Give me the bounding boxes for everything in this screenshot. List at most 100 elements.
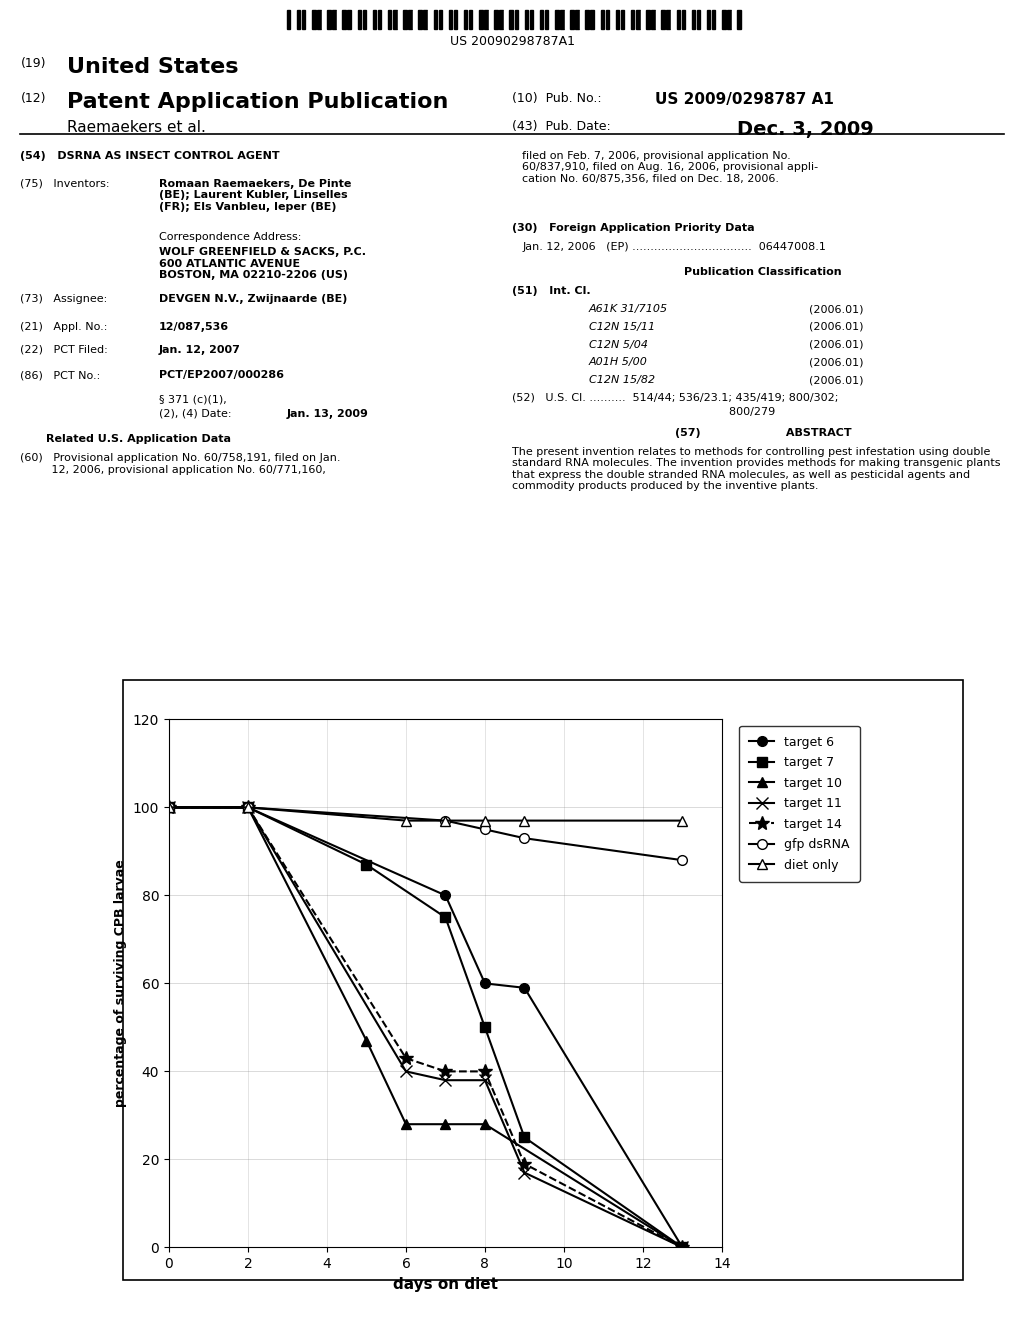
Bar xyxy=(656,9,659,29)
Text: The present invention relates to methods for controlling pest infestation using : The present invention relates to methods… xyxy=(512,446,1000,491)
Text: (12): (12) xyxy=(20,92,46,104)
Text: (60)   Provisional application No. 60/758,191, filed on Jan.
         12, 2006, : (60) Provisional application No. 60/758,… xyxy=(20,453,341,475)
Text: (73)   Assignee:: (73) Assignee: xyxy=(20,294,108,304)
Bar xyxy=(677,9,680,29)
Bar xyxy=(535,9,539,29)
Text: (54)   DSRNA AS INSECT CONTROL AGENT: (54) DSRNA AS INSECT CONTROL AGENT xyxy=(20,150,281,161)
Bar xyxy=(312,9,315,29)
Text: A01H 5/00: A01H 5/00 xyxy=(589,358,647,367)
Bar xyxy=(575,9,579,29)
Bar xyxy=(414,9,417,29)
Text: DEVGEN N.V., Zwijnaarde (BE): DEVGEN N.V., Zwijnaarde (BE) xyxy=(159,294,347,304)
Bar xyxy=(302,9,305,29)
Text: US 2009/0298787 A1: US 2009/0298787 A1 xyxy=(655,92,835,107)
Bar xyxy=(692,9,695,29)
Text: C12N 15/82: C12N 15/82 xyxy=(589,375,655,385)
Bar xyxy=(464,9,467,29)
Bar xyxy=(524,9,528,29)
Text: filed on Feb. 7, 2006, provisional application No.
60/837,910, filed on Aug. 16,: filed on Feb. 7, 2006, provisional appli… xyxy=(522,150,818,183)
Bar xyxy=(347,9,351,29)
Bar xyxy=(449,9,453,29)
Bar xyxy=(570,9,573,29)
Bar xyxy=(672,9,675,29)
Bar xyxy=(707,9,711,29)
Text: Patent Application Publication: Patent Application Publication xyxy=(67,92,447,112)
Bar xyxy=(626,9,630,29)
Text: § 371 (c)(1),: § 371 (c)(1), xyxy=(159,395,226,404)
Text: (2006.01): (2006.01) xyxy=(809,304,863,314)
Text: Publication Classification: Publication Classification xyxy=(684,268,842,277)
Text: Jan. 12, 2006   (EP) .................................  06447008.1: Jan. 12, 2006 (EP) .....................… xyxy=(522,242,826,252)
Bar xyxy=(641,9,644,29)
Bar xyxy=(342,9,346,29)
Bar xyxy=(317,9,321,29)
Bar xyxy=(423,9,427,29)
Text: (22)   PCT Filed:: (22) PCT Filed: xyxy=(20,345,109,355)
Bar xyxy=(727,9,731,29)
Bar xyxy=(591,9,594,29)
Bar xyxy=(682,9,685,29)
Text: (21)   Appl. No.:: (21) Appl. No.: xyxy=(20,322,108,331)
Text: (2006.01): (2006.01) xyxy=(809,339,863,350)
Text: (57)                      ABSTRACT: (57) ABSTRACT xyxy=(675,428,851,438)
Text: Correspondence Address:: Correspondence Address: xyxy=(159,232,301,242)
Text: Related U.S. Application Data: Related U.S. Application Data xyxy=(46,434,230,444)
Text: Dec. 3, 2009: Dec. 3, 2009 xyxy=(737,120,874,140)
Text: (2006.01): (2006.01) xyxy=(809,375,863,385)
Bar xyxy=(646,9,649,29)
Text: (2006.01): (2006.01) xyxy=(809,322,863,331)
Text: (86)   PCT No.:: (86) PCT No.: xyxy=(20,370,100,380)
Bar xyxy=(428,9,432,29)
Text: (52)   U.S. Cl. ..........  514/44; 536/23.1; 435/419; 800/302;: (52) U.S. Cl. .......... 514/44; 536/23.… xyxy=(512,393,839,403)
Text: (19): (19) xyxy=(20,57,46,70)
Bar xyxy=(352,9,356,29)
Bar xyxy=(362,9,367,29)
Text: US 20090298787A1: US 20090298787A1 xyxy=(450,34,574,48)
Bar xyxy=(469,9,472,29)
Bar xyxy=(505,9,508,29)
Bar xyxy=(287,9,290,29)
Bar xyxy=(581,9,584,29)
Text: (75)   Inventors:: (75) Inventors: xyxy=(20,178,110,189)
Bar xyxy=(636,9,640,29)
Bar xyxy=(621,9,625,29)
Bar xyxy=(560,9,563,29)
Bar xyxy=(433,9,437,29)
Bar xyxy=(383,9,386,29)
Bar xyxy=(438,9,442,29)
Text: 800/279: 800/279 xyxy=(512,407,775,417)
Bar xyxy=(586,9,589,29)
Bar xyxy=(701,9,706,29)
Bar xyxy=(297,9,300,29)
Text: Jan. 12, 2007: Jan. 12, 2007 xyxy=(159,345,241,355)
Bar xyxy=(307,9,310,29)
Bar xyxy=(489,9,493,29)
Bar xyxy=(615,9,620,29)
Bar xyxy=(596,9,599,29)
Text: (2006.01): (2006.01) xyxy=(809,358,863,367)
Text: (51)   Int. Cl.: (51) Int. Cl. xyxy=(512,286,591,297)
Bar xyxy=(687,9,690,29)
Bar xyxy=(631,9,635,29)
Bar xyxy=(565,9,568,29)
Bar xyxy=(443,9,447,29)
Text: A61K 31/7105: A61K 31/7105 xyxy=(589,304,668,314)
Bar xyxy=(667,9,670,29)
Text: Raemaekers et al.: Raemaekers et al. xyxy=(67,120,206,136)
Legend: target 6, target 7, target 10, target 11, target 14, gfp dsRNA, diet only: target 6, target 7, target 10, target 11… xyxy=(739,726,860,882)
Bar xyxy=(393,9,396,29)
Bar xyxy=(454,9,458,29)
Bar xyxy=(337,9,341,29)
Bar xyxy=(495,9,498,29)
Bar xyxy=(388,9,391,29)
Bar xyxy=(519,9,523,29)
Bar xyxy=(540,9,544,29)
Bar xyxy=(409,9,412,29)
Bar xyxy=(555,9,558,29)
Text: (10)  Pub. No.:: (10) Pub. No.: xyxy=(512,92,602,104)
Bar xyxy=(732,9,735,29)
Bar xyxy=(378,9,381,29)
Bar xyxy=(510,9,513,29)
Bar xyxy=(459,9,463,29)
Text: 12/087,536: 12/087,536 xyxy=(159,322,228,331)
